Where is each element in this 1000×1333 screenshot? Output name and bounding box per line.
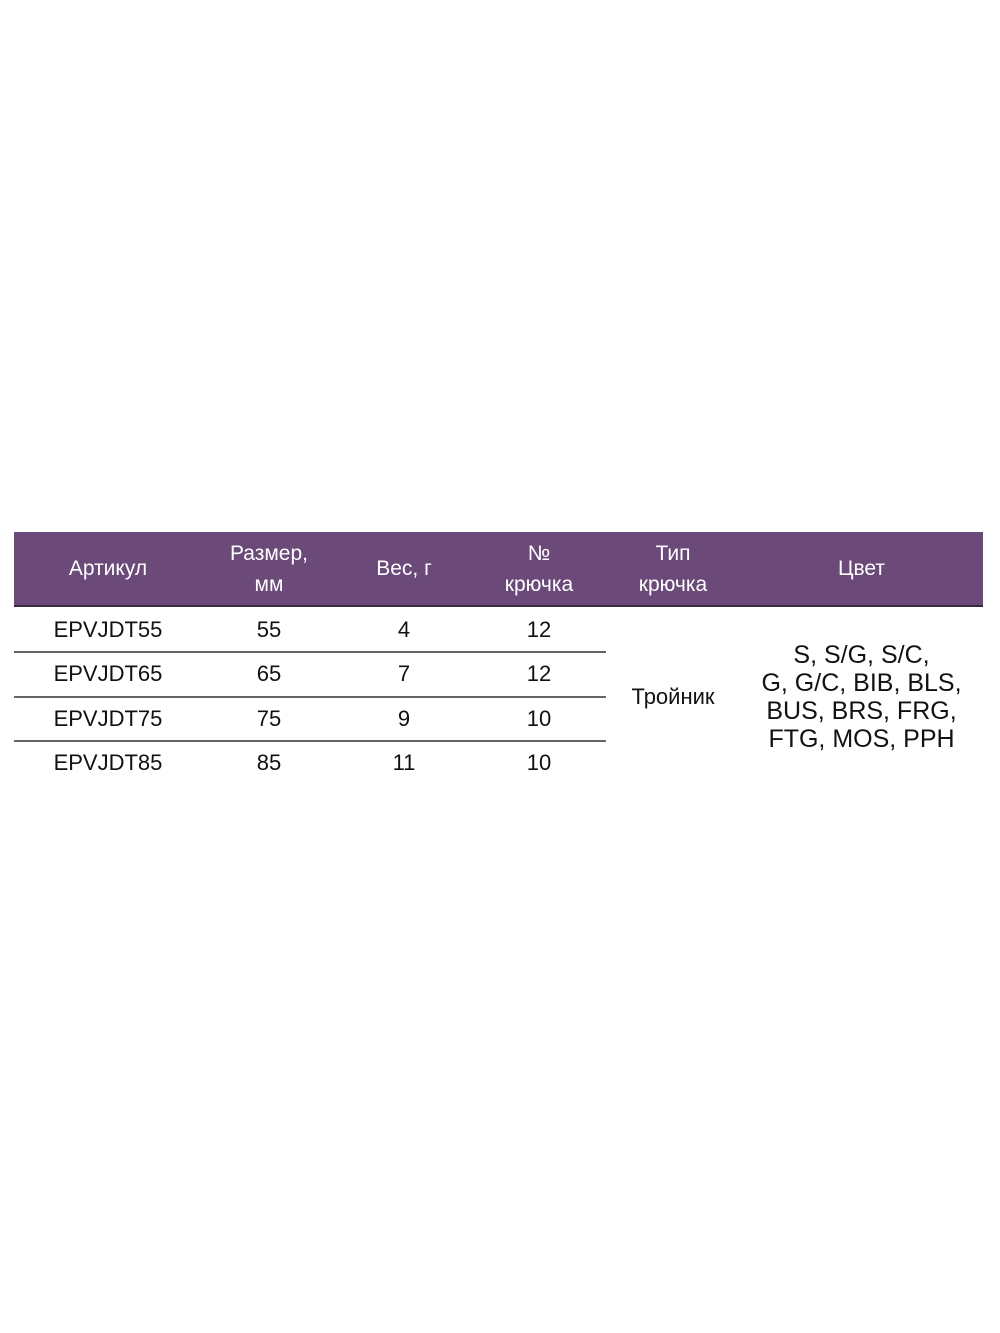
cell-article: EPVJDT65: [53, 661, 163, 686]
row-divider: [14, 651, 606, 653]
row-divider: [14, 740, 606, 742]
colors-line: S, S/G, S/C,: [793, 641, 930, 669]
header-hook-number: № крючка: [472, 532, 606, 605]
cell-article: EPVJDT75: [53, 706, 163, 731]
cell-hook-number: 12: [526, 617, 552, 642]
cell-weight: 4: [397, 617, 411, 642]
cell-article: EPVJDT55: [53, 617, 163, 642]
header-weight: Вес, г: [336, 532, 472, 605]
cell-weight: 9: [397, 706, 411, 731]
cell-weight: 7: [397, 661, 411, 686]
cell-hook-number: 10: [526, 706, 552, 731]
header-text: Цвет: [837, 557, 886, 580]
header-text: №: [527, 541, 551, 565]
header-color: Цвет: [740, 532, 983, 605]
header-text: Тип: [655, 541, 691, 565]
colors-cell: S, S/G, S/C, G, G/C, BIB, BLS, BUS, BRS,…: [740, 608, 983, 786]
header-text: Артикул: [68, 557, 148, 580]
table-header: Артикул Размер, мм Вес, г № крючка Тип крюч…: [14, 532, 983, 607]
cell-size: 55: [256, 617, 282, 642]
row-divider: [14, 696, 606, 698]
colors-line: G, G/C, BIB, BLS,: [761, 669, 962, 697]
header-text: мм: [254, 572, 284, 596]
header-size: Размер, мм: [202, 532, 336, 605]
hook-type-cell: Тройник: [631, 684, 715, 709]
cell-hook-number: 12: [526, 661, 552, 686]
cell-size: 75: [256, 706, 282, 731]
header-text: Вес, г: [376, 557, 432, 580]
cell-article: EPVJDT85: [53, 750, 163, 775]
header-article: Артикул: [14, 532, 202, 605]
header-text: крючка: [638, 572, 708, 596]
cell-weight: 11: [392, 750, 416, 775]
cell-size: 65: [256, 661, 282, 686]
header-text: крючка: [504, 572, 574, 596]
cell-size: 85: [256, 750, 282, 775]
colors-line: BUS, BRS, FRG,: [766, 697, 957, 725]
header-hook-type: Тип крючка: [606, 532, 740, 605]
cell-hook-number: 10: [526, 750, 552, 775]
colors-line: FTG, MOS, PPH: [768, 725, 955, 753]
header-text: Размер,: [229, 541, 308, 565]
